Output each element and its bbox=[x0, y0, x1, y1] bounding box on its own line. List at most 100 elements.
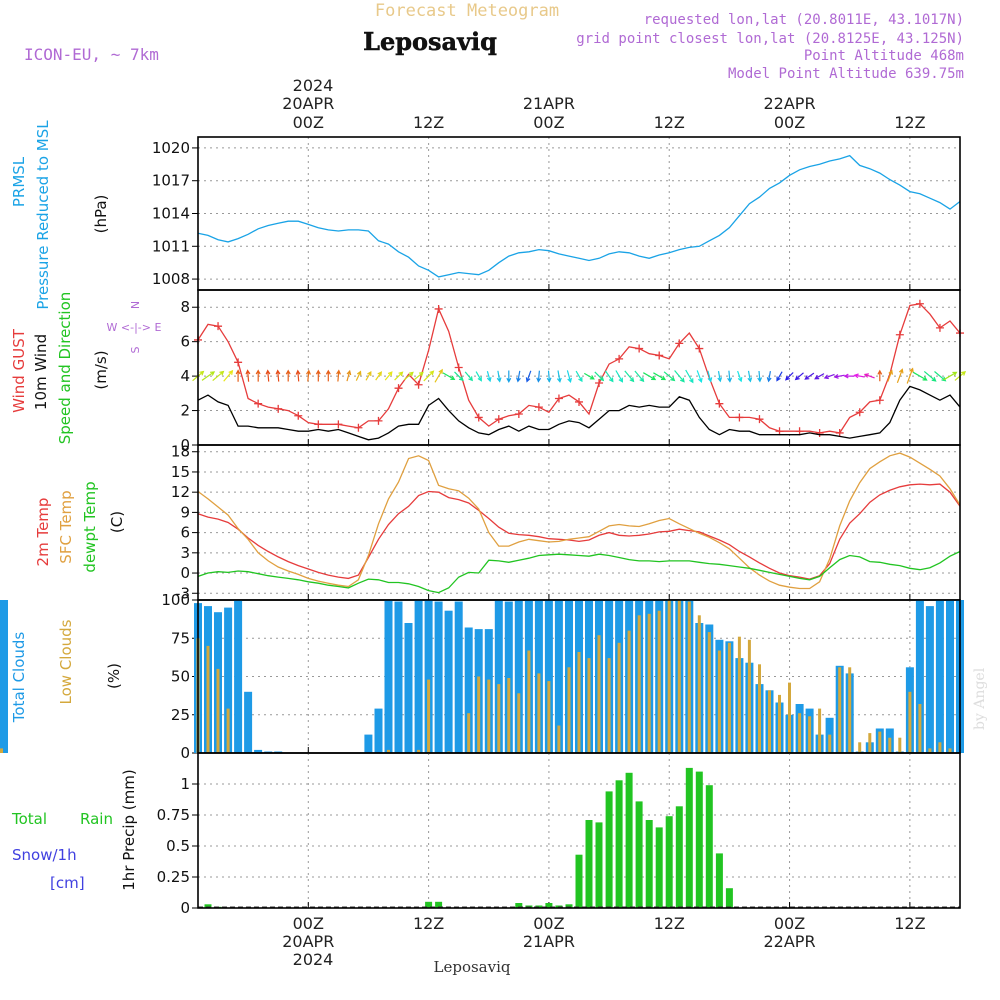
wind-direction-arrow bbox=[355, 370, 362, 381]
gust-marker bbox=[615, 354, 624, 363]
clouds-ytick-label: 75 bbox=[171, 629, 190, 647]
wind-direction-arrow bbox=[556, 370, 562, 383]
gust-marker bbox=[494, 415, 503, 424]
clouds-ytick-label: 100 bbox=[161, 591, 190, 609]
wind-direction-arrow bbox=[516, 370, 521, 383]
wind-direction-arrow bbox=[643, 372, 657, 381]
total-cloud-bar bbox=[244, 691, 253, 753]
gust-marker bbox=[715, 399, 724, 408]
clouds-panel: 0 25 50 75 100 bbox=[0, 591, 964, 762]
wind-panel: 0 2 4 6 8 bbox=[180, 289, 967, 454]
low-cloud-bar bbox=[647, 613, 651, 753]
wind-direction-arrow bbox=[923, 370, 937, 382]
total-cloud-bar bbox=[234, 600, 243, 753]
total-cloud-bar bbox=[514, 600, 523, 753]
low-cloud-bar bbox=[918, 704, 922, 753]
gridpoint-coords: grid point closest lon,lat (20.8125E, 43… bbox=[576, 31, 964, 47]
low-cloud-bar bbox=[527, 650, 531, 753]
low-cloud-bar bbox=[808, 716, 812, 753]
wind-direction-arrow bbox=[583, 372, 595, 380]
gust-marker bbox=[915, 299, 924, 308]
gust-marker bbox=[935, 323, 944, 332]
gust-marker bbox=[835, 428, 844, 437]
low-cloud-bar bbox=[768, 690, 771, 753]
bottom-date-label: 22APR bbox=[764, 932, 816, 951]
wind-direction-arrow bbox=[454, 371, 464, 382]
wind-direction-arrow bbox=[653, 372, 667, 381]
low-cloud-bar bbox=[878, 731, 882, 753]
wind-direction-arrow bbox=[265, 369, 271, 382]
low-cloud-bar bbox=[497, 684, 501, 753]
low-cloud-bar bbox=[818, 708, 822, 753]
total-cloud-bar bbox=[544, 600, 553, 753]
total-cloud-bar bbox=[384, 600, 393, 753]
wind-direction-arrow bbox=[235, 369, 241, 382]
low-cloud-bar bbox=[487, 679, 491, 753]
low-cloud-bar bbox=[557, 725, 561, 753]
total-cloud-bar bbox=[504, 601, 513, 753]
pressure-line-prmsl bbox=[197, 154, 961, 278]
wind-frame bbox=[197, 289, 961, 446]
cloud-unit: (%) bbox=[105, 663, 123, 689]
low-cloud-bar bbox=[467, 713, 471, 753]
gust-marker bbox=[795, 427, 804, 436]
pressure-ytick-label: 1008 bbox=[152, 270, 190, 288]
wind-direction-arrow bbox=[423, 370, 435, 382]
low-cloud-bar bbox=[727, 642, 731, 753]
wind-direction-arrow bbox=[912, 371, 928, 381]
wind-direction-arrow bbox=[384, 371, 393, 381]
rain-bar bbox=[685, 767, 693, 908]
top-hour-label: 00Z bbox=[774, 113, 805, 132]
gust-marker bbox=[374, 416, 383, 425]
clouds-ytick-label: 50 bbox=[171, 668, 190, 686]
rain-bar bbox=[715, 853, 723, 908]
low-cloud-bar bbox=[848, 667, 852, 753]
wind-direction-arrow bbox=[336, 369, 341, 382]
wind-direction-arrow bbox=[434, 368, 443, 383]
low-cloud-bar bbox=[667, 600, 671, 753]
temperature-ytick-label: -3 bbox=[175, 584, 190, 602]
rain-bar bbox=[565, 904, 573, 908]
wind-ytick-label: 8 bbox=[180, 298, 190, 316]
low-cloud-bar bbox=[216, 668, 220, 753]
wind-direction-arrow bbox=[685, 369, 694, 384]
wind-direction-arrow bbox=[604, 370, 614, 383]
precip-ytick-label: 1 bbox=[180, 775, 190, 793]
total-cloud-bar bbox=[224, 607, 233, 753]
gust-marker bbox=[635, 344, 644, 353]
gust-marker bbox=[534, 403, 543, 412]
bottom-hour-label: 00Z bbox=[774, 914, 805, 933]
total-cloud-bar bbox=[434, 601, 443, 753]
temp-unit: (C) bbox=[108, 511, 126, 533]
wind-labels: Wind GUST 10m Wind Speed and Direction (… bbox=[10, 292, 161, 445]
gust-marker bbox=[514, 410, 523, 418]
pressure-ytick-label: 1017 bbox=[152, 172, 190, 190]
rain-bar bbox=[645, 820, 653, 908]
gust-marker bbox=[454, 363, 463, 372]
gust-marker bbox=[554, 394, 563, 403]
wind-ytick-label: 4 bbox=[180, 367, 190, 385]
temperature-ytick-label: 3 bbox=[180, 544, 190, 562]
top-hour-label: 12Z bbox=[654, 113, 685, 132]
total-cloud-bar bbox=[554, 600, 563, 753]
top-date-label: 20APR bbox=[282, 94, 334, 113]
cloud-labels: Total Clouds Low Clouds (%) bbox=[10, 619, 123, 723]
wind-label-speed: Speed and Direction bbox=[56, 292, 74, 445]
wind-direction-arrow bbox=[413, 371, 424, 381]
gust-marker bbox=[394, 384, 403, 393]
precip-label-cm: [cm] bbox=[50, 874, 85, 892]
rain-bar bbox=[515, 903, 523, 908]
top-date-label: 22APR bbox=[764, 94, 816, 113]
wind-direction-arrow bbox=[707, 370, 713, 383]
rain-bar bbox=[425, 901, 433, 908]
pressure-label-1: PRMSL bbox=[10, 156, 28, 207]
pressure-ytick-label: 1020 bbox=[152, 139, 190, 157]
wind-direction-arrow bbox=[906, 367, 914, 384]
low-cloud-bar bbox=[567, 667, 571, 753]
rain-bar bbox=[585, 820, 593, 908]
rain-bar bbox=[665, 816, 673, 908]
gust-marker bbox=[414, 380, 423, 389]
rain-bar bbox=[605, 791, 613, 908]
total-cloud-bar bbox=[915, 600, 924, 753]
